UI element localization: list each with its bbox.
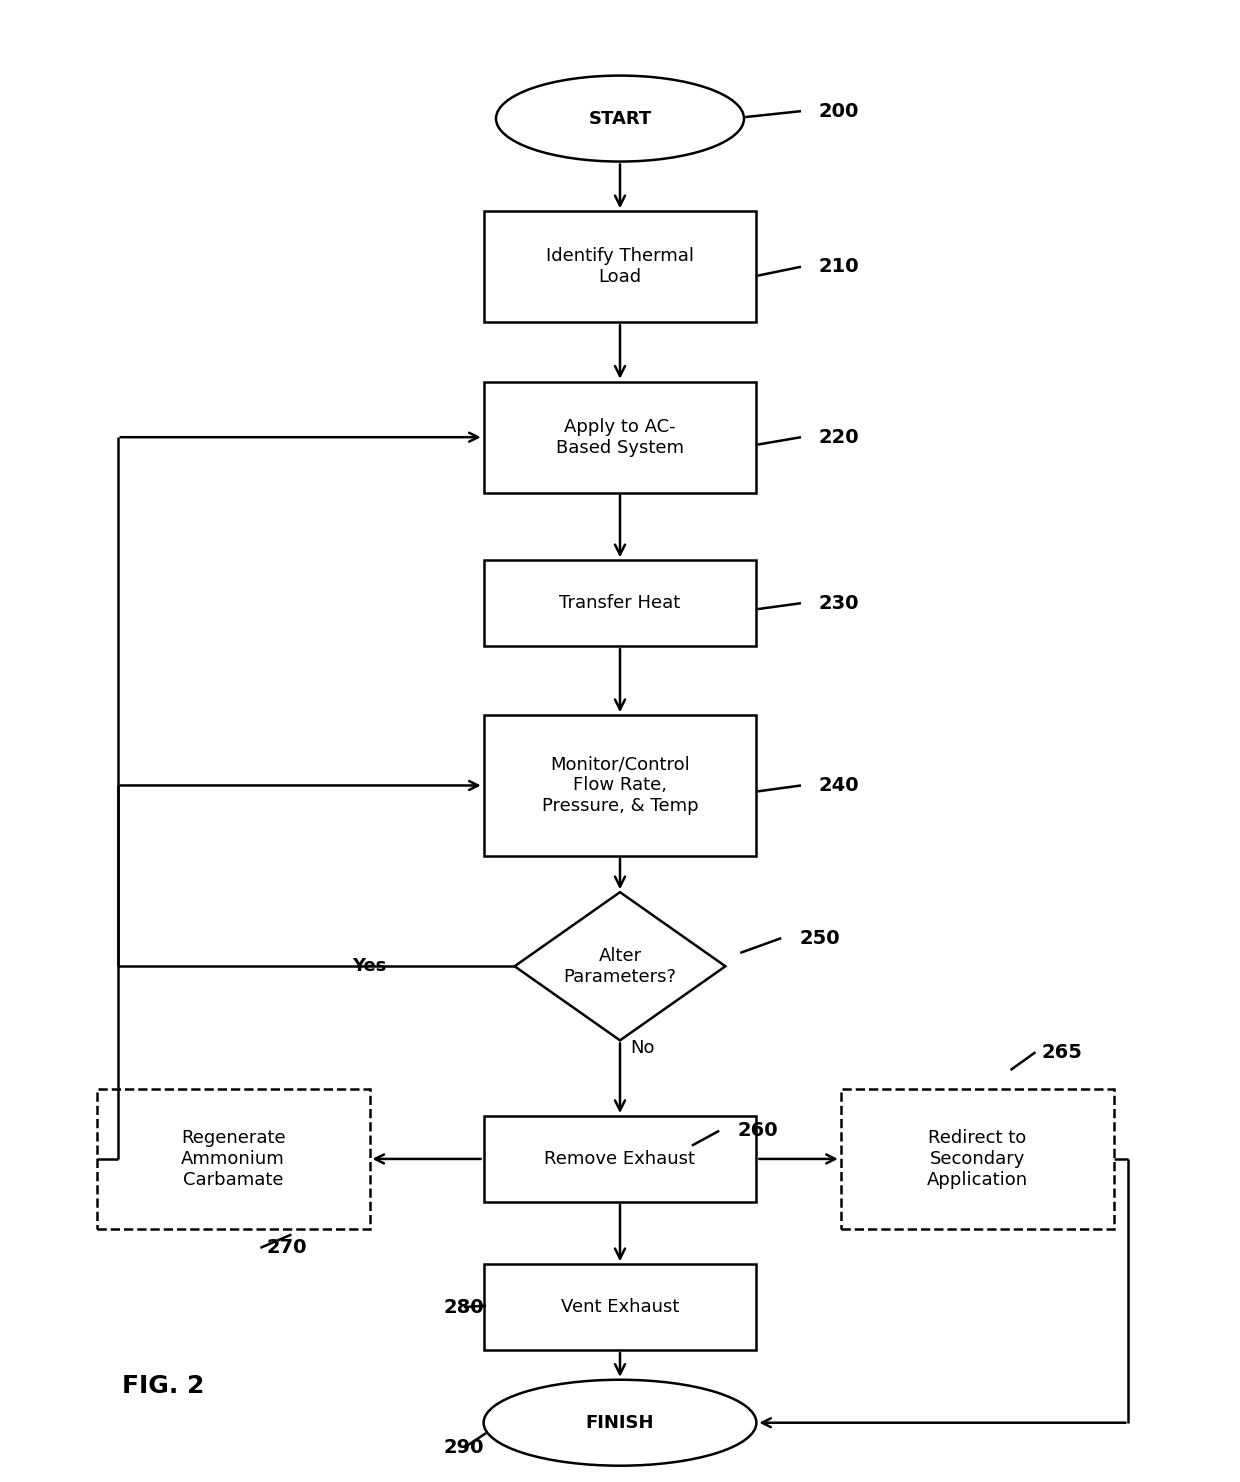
Text: Identify Thermal
Load: Identify Thermal Load xyxy=(546,247,694,286)
Bar xyxy=(484,1264,756,1350)
Bar xyxy=(484,212,756,323)
Text: No: No xyxy=(630,1039,655,1057)
Bar xyxy=(484,382,756,492)
Text: Regenerate
Ammonium
Carbamate: Regenerate Ammonium Carbamate xyxy=(181,1129,285,1189)
Text: Remove Exhaust: Remove Exhaust xyxy=(544,1150,696,1168)
Text: Vent Exhaust: Vent Exhaust xyxy=(560,1298,680,1316)
Text: Apply to AC-
Based System: Apply to AC- Based System xyxy=(556,418,684,456)
Text: START: START xyxy=(588,110,652,127)
Text: Monitor/Control
Flow Rate,
Pressure, & Temp: Monitor/Control Flow Rate, Pressure, & T… xyxy=(542,756,698,815)
Bar xyxy=(484,560,756,646)
Text: 230: 230 xyxy=(818,594,859,612)
Bar xyxy=(97,1088,370,1230)
Text: 290: 290 xyxy=(444,1439,485,1457)
Text: Redirect to
Secondary
Application: Redirect to Secondary Application xyxy=(926,1129,1028,1189)
Text: FINISH: FINISH xyxy=(585,1414,655,1432)
Bar xyxy=(484,1116,756,1202)
Text: 240: 240 xyxy=(818,777,859,794)
Text: 260: 260 xyxy=(738,1122,779,1140)
Text: 210: 210 xyxy=(818,258,859,276)
Text: 200: 200 xyxy=(818,102,859,120)
Text: 270: 270 xyxy=(267,1239,308,1257)
Text: 250: 250 xyxy=(800,929,841,947)
Text: 220: 220 xyxy=(818,428,859,446)
Text: 265: 265 xyxy=(1042,1043,1083,1061)
Text: FIG. 2: FIG. 2 xyxy=(122,1374,203,1398)
Bar xyxy=(841,1088,1114,1230)
Bar xyxy=(484,716,756,857)
Text: 280: 280 xyxy=(444,1298,485,1316)
Text: Transfer Heat: Transfer Heat xyxy=(559,594,681,612)
Text: Yes: Yes xyxy=(352,957,387,975)
Text: Alter
Parameters?: Alter Parameters? xyxy=(563,947,677,986)
